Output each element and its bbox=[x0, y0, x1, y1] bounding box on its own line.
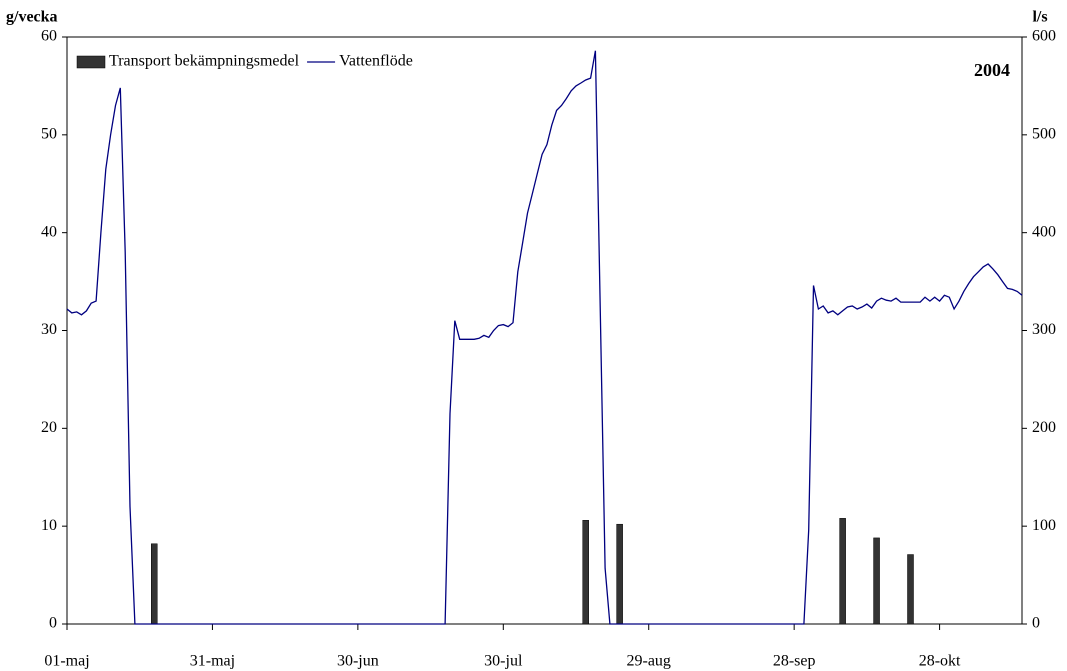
line bbox=[66, 50, 1023, 625]
y-tick-label: 30 bbox=[41, 321, 57, 338]
legend-label: Transport bekämpningsmedel bbox=[109, 53, 300, 70]
y-tick-label: 10 bbox=[41, 517, 57, 534]
y2-tick-label: 100 bbox=[1032, 517, 1056, 534]
y-axis-label: g/vecka bbox=[6, 9, 58, 26]
bar bbox=[907, 554, 914, 625]
y2-tick-label: 400 bbox=[1032, 223, 1056, 240]
legend-swatch bbox=[76, 55, 106, 69]
y-tick-label: 20 bbox=[41, 419, 57, 436]
y-tick-label: 40 bbox=[41, 223, 57, 240]
x-tick-label: 28-okt bbox=[919, 653, 961, 670]
legend-label: Vattenflöde bbox=[339, 53, 413, 70]
y-tick-label: 60 bbox=[41, 28, 57, 45]
bar bbox=[582, 520, 589, 625]
y2-tick-label: 500 bbox=[1032, 126, 1056, 143]
x-tick-label: 28-sep bbox=[773, 653, 816, 670]
y2-tick-label: 0 bbox=[1032, 615, 1040, 632]
x-tick-label: 01-maj bbox=[44, 653, 89, 670]
bar bbox=[616, 523, 623, 625]
x-tick-label: 30-jul bbox=[484, 653, 523, 670]
x-tick-label: 30-jun bbox=[337, 653, 379, 670]
y2-tick-label: 300 bbox=[1032, 321, 1056, 338]
bar bbox=[873, 537, 880, 625]
x-tick-label: 29-aug bbox=[627, 653, 671, 670]
x-tick-label: 31-maj bbox=[190, 653, 235, 670]
y2-tick-label: 600 bbox=[1032, 28, 1056, 45]
y-tick-label: 0 bbox=[49, 615, 57, 632]
y2-axis-label: l/s bbox=[1032, 9, 1047, 26]
annotation: 2004 bbox=[974, 60, 1010, 80]
y-tick-label: 50 bbox=[41, 126, 57, 143]
y2-tick-label: 200 bbox=[1032, 419, 1056, 436]
bar bbox=[839, 518, 846, 625]
bar bbox=[151, 543, 158, 625]
